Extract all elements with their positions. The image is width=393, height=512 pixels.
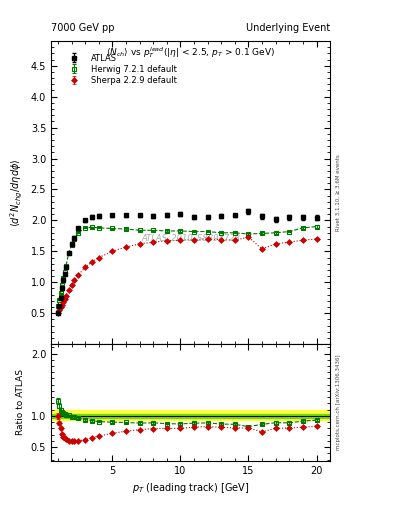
Bar	[51, 414, 330, 418]
Text: mcplots.cern.ch [arXiv:1306.3436]: mcplots.cern.ch [arXiv:1306.3436]	[336, 355, 341, 450]
Bar	[51, 410, 330, 420]
Text: 7000 GeV pp: 7000 GeV pp	[51, 23, 115, 33]
Legend: ATLAS, Herwig 7.2.1 default, Sherpa 2.2.9 default: ATLAS, Herwig 7.2.1 default, Sherpa 2.2.…	[60, 50, 180, 88]
Y-axis label: Ratio to ATLAS: Ratio to ATLAS	[16, 370, 25, 436]
Text: ATLAS_2010_S8894728: ATLAS_2010_S8894728	[141, 233, 240, 243]
Text: $\langle N_{ch}\rangle$ vs $p_T^{lead}$($|\eta|$ < 2.5, $p_T$ > 0.1 GeV): $\langle N_{ch}\rangle$ vs $p_T^{lead}$(…	[106, 46, 275, 60]
Text: Rivet 3.1.10, ≥ 3.6M events: Rivet 3.1.10, ≥ 3.6M events	[336, 154, 341, 231]
X-axis label: $p_T$ (leading track) [GeV]: $p_T$ (leading track) [GeV]	[132, 481, 249, 495]
Text: Underlying Event: Underlying Event	[246, 23, 330, 33]
Y-axis label: $\langle d^2 N_{chg}/d\eta d\phi \rangle$: $\langle d^2 N_{chg}/d\eta d\phi \rangle…	[9, 158, 25, 227]
